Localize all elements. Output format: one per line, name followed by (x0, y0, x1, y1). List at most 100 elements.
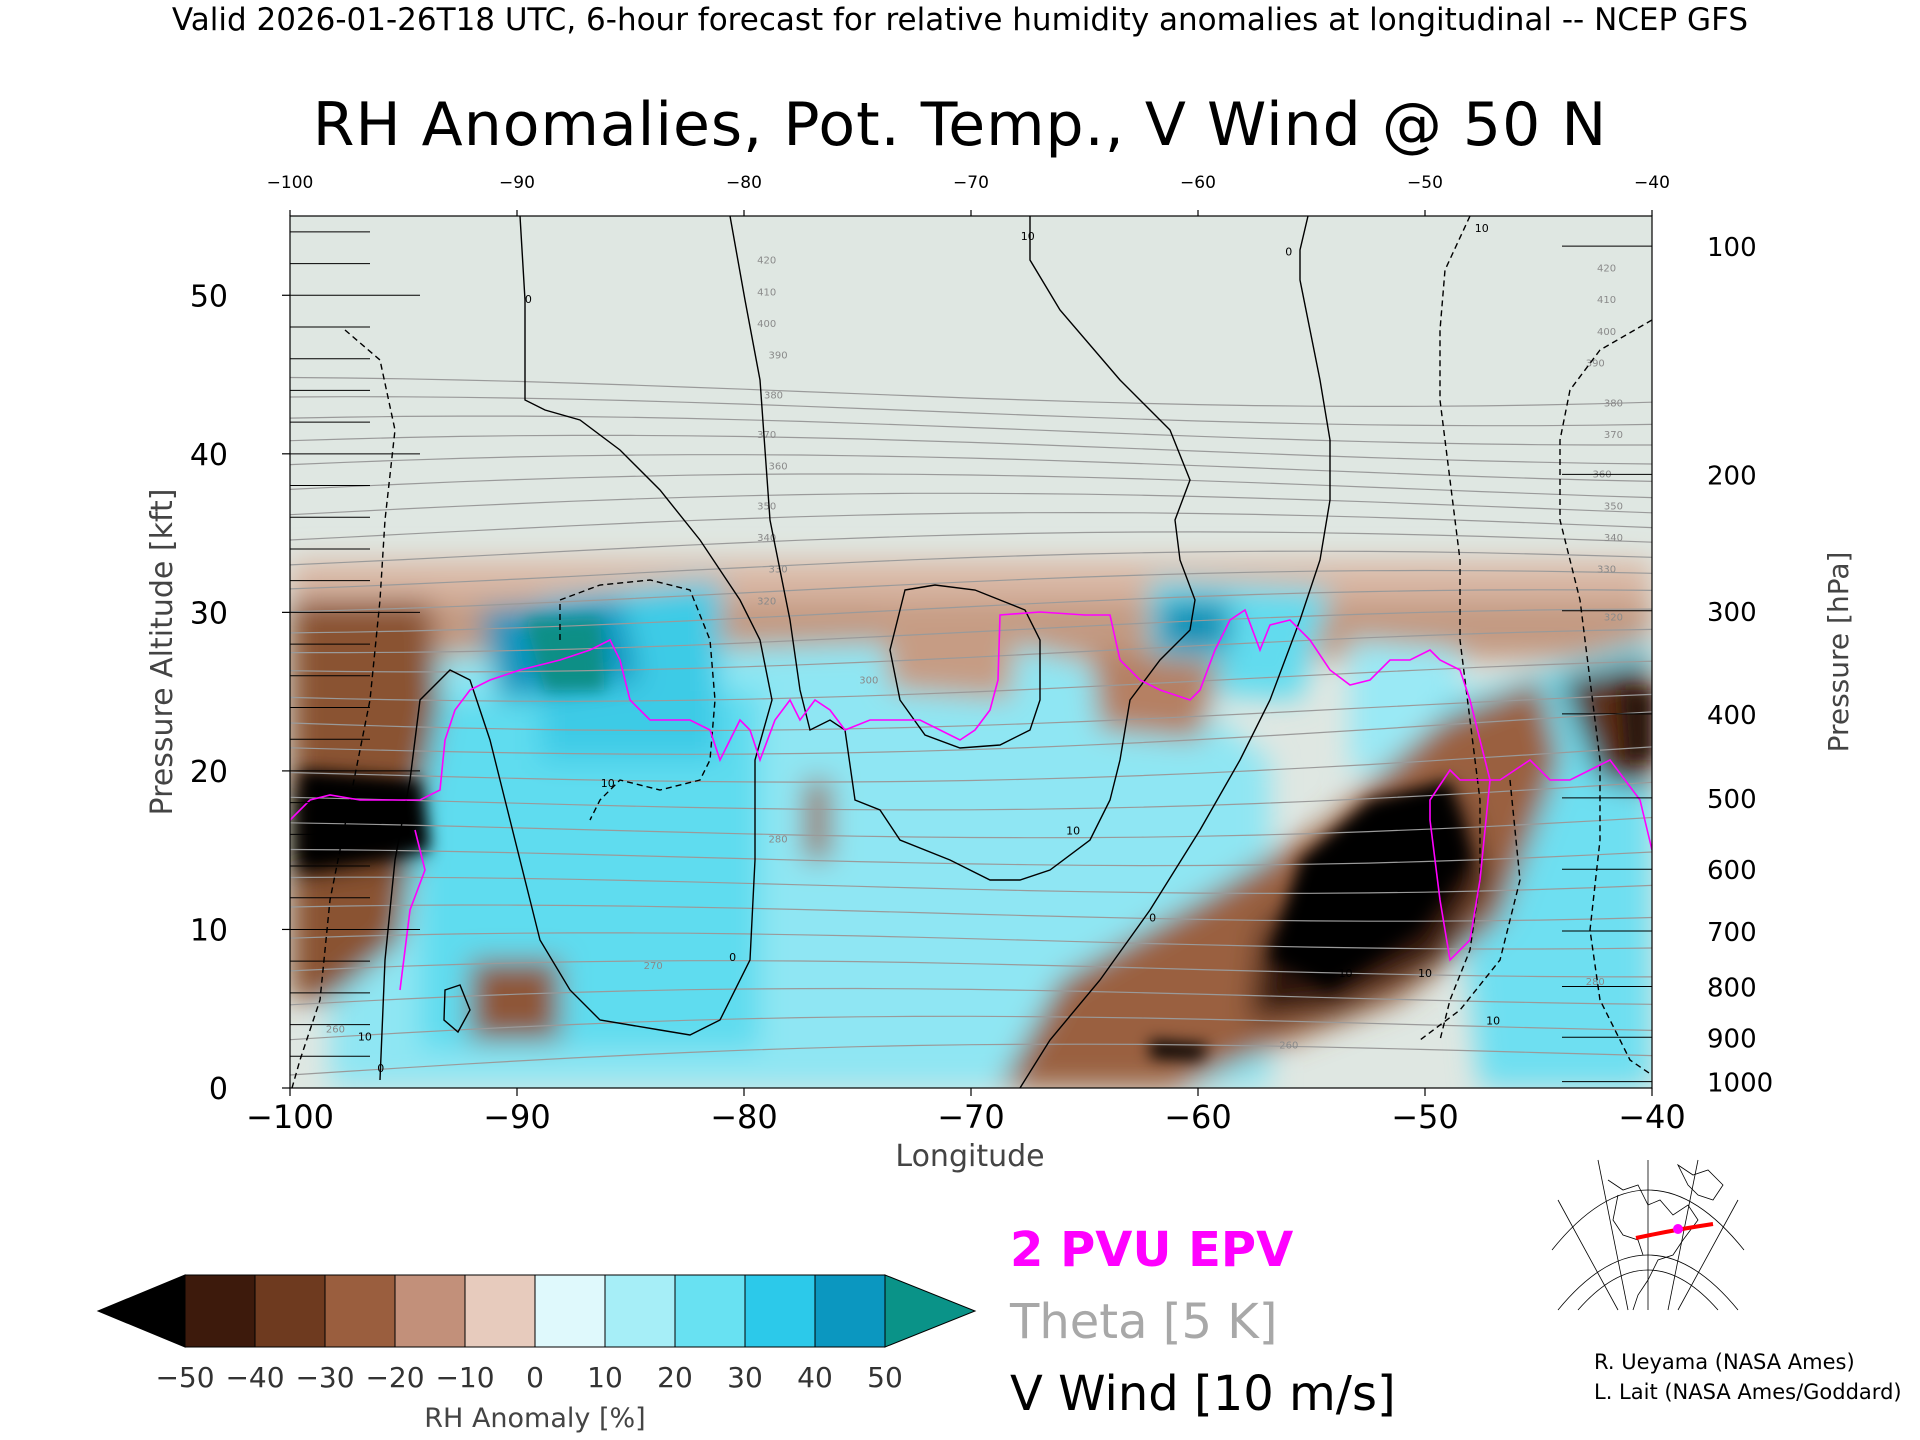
theta-contour (290, 987, 1652, 1006)
theta-contour (290, 415, 1652, 446)
vwind-contour (379, 216, 773, 1081)
theta-contour (290, 848, 1652, 867)
vwind-contour (559, 579, 716, 821)
colorbar-tick-label: −10 (435, 1361, 494, 1394)
vwind-contour (1019, 216, 1331, 1088)
vwind-contours (379, 216, 1331, 1088)
pressure-tick-label: 800 (1707, 974, 1757, 1004)
colorbar-tick-label: −20 (365, 1361, 424, 1394)
theta-contour (290, 816, 1652, 839)
theta-label: 410 (1597, 295, 1616, 306)
inset-coastline (1676, 1163, 1724, 1201)
theta-label: 410 (757, 287, 776, 298)
colorbar-tick-label: −40 (225, 1361, 284, 1394)
theta-label: 400 (757, 319, 776, 330)
pressure-tick-label: 500 (1707, 785, 1757, 815)
colorbar-tick-label: 20 (657, 1361, 693, 1394)
vwind-labels: 0 10 0 10 10 10 0 0 10 0 10 10 10 (358, 222, 1500, 1075)
colorbar-tick-label: 40 (797, 1361, 833, 1394)
theta-label: 270 (644, 961, 663, 972)
vwind-label: 10 (1486, 1015, 1500, 1028)
pressure-tick-label: 300 (1707, 598, 1757, 628)
pressure-tick-label: 200 (1707, 461, 1757, 491)
theta-label: 350 (757, 501, 776, 512)
y2-axis-label: Pressure [hPa] (1822, 552, 1855, 753)
theta-label: 390 (1586, 359, 1605, 370)
theta-label: 400 (1597, 327, 1616, 338)
theta-contour (290, 932, 1652, 950)
header-caption: Valid 2026-01-26T18 UTC, 6-hour forecast… (171, 2, 1749, 38)
colorbar-label: RH Anomaly [%] (424, 1403, 645, 1434)
pressure-tick-label: 900 (1707, 1024, 1757, 1054)
top-tick-label: −40 (1634, 173, 1670, 193)
vwind-label: 10 (601, 777, 615, 790)
colorbar-extend-low (96, 1274, 186, 1348)
x-axis-label: Longitude (895, 1139, 1044, 1174)
colorbar-cell (744, 1274, 816, 1348)
inset-coastline (1607, 1179, 1699, 1311)
pressure-tick-label: 1000 (1707, 1069, 1773, 1099)
vwind-label: 10 (1066, 824, 1080, 837)
theta-contour (290, 492, 1652, 516)
theta-label: 420 (1597, 263, 1616, 274)
theta-contour (290, 396, 1652, 427)
chart-title: RH Anomalies, Pot. Temp., V Wind @ 50 N (312, 90, 1608, 160)
theta-label: 420 (757, 256, 776, 267)
colorbar-tick-label: 30 (727, 1361, 763, 1394)
vwind-label: 10 (1475, 222, 1489, 235)
theta-label: 350 (1604, 501, 1623, 512)
y-tick-label: 0 (209, 1072, 228, 1107)
epv-2pvu-contour (399, 829, 426, 991)
pressure-tick-label: 700 (1707, 918, 1757, 948)
vwind-contour (1439, 216, 1481, 1041)
pressure-tick-label: 400 (1707, 701, 1757, 731)
vwind-label: 0 (1285, 246, 1292, 259)
theta-label: 280 (1586, 977, 1605, 988)
y-tick-label: 30 (190, 596, 228, 631)
colorbar-cell (254, 1274, 326, 1348)
theta-contour (290, 781, 1652, 811)
colorbar-tick-label: 0 (526, 1361, 544, 1394)
theta-contour (290, 904, 1652, 922)
top-tick-label: −90 (499, 173, 535, 193)
vwind-label: 0 (729, 951, 736, 964)
vwind-contour (889, 584, 1041, 749)
colorbar: −50 −40 −30 −20 −10 0 10 20 30 40 50 RH Anomaly [%] (96, 1274, 977, 1434)
colorbar-cell (604, 1274, 676, 1348)
theta-contour (290, 511, 1652, 541)
vwind-contour (1419, 779, 1521, 1041)
theta-contour (290, 550, 1652, 590)
vwind-label: 10 (1418, 967, 1432, 980)
x-tick-label: −70 (937, 1098, 1005, 1136)
credit-line: L. Lait (NASA Ames/Goddard) (1594, 1380, 1902, 1404)
colorbar-cell (534, 1274, 606, 1348)
inset-meridian (1557, 1199, 1619, 1311)
theta-contour (290, 960, 1652, 978)
theta-label: 340 (757, 533, 776, 544)
top-tick-label: −50 (1407, 173, 1443, 193)
vwind-label: 0 (1149, 912, 1156, 925)
vwind-contour (291, 329, 396, 1088)
theta-label: 380 (764, 390, 783, 401)
colorbar-cell (674, 1274, 746, 1348)
theta-contour (290, 454, 1652, 482)
inset-meridian (1667, 1159, 1699, 1311)
vwind-label: 10 (1339, 967, 1353, 980)
theta-contour (290, 746, 1652, 783)
theta-label: 260 (1279, 1040, 1298, 1051)
theta-label: 340 (1604, 533, 1623, 544)
plot-area: 420 410 400 390 380 370 360 350 340 330 320 300 280 2… (290, 216, 1652, 1088)
top-tick-label: −100 (267, 173, 314, 193)
y-axis-label: Pressure Altitude [kft] (145, 489, 180, 816)
vwind-contour (443, 984, 471, 1034)
theta-contour (290, 434, 1652, 465)
theta-contour (290, 660, 1652, 702)
theta-label: 390 (769, 351, 788, 362)
vwind-contours-negative (291, 216, 1652, 1088)
vwind-contour (1559, 319, 1652, 1076)
x-tick-label: −50 (1391, 1098, 1459, 1136)
vwind-label: 0 (525, 293, 532, 306)
credit-line: R. Ueyama (NASA Ames) (1594, 1350, 1855, 1374)
theta-contour (290, 1043, 1652, 1076)
